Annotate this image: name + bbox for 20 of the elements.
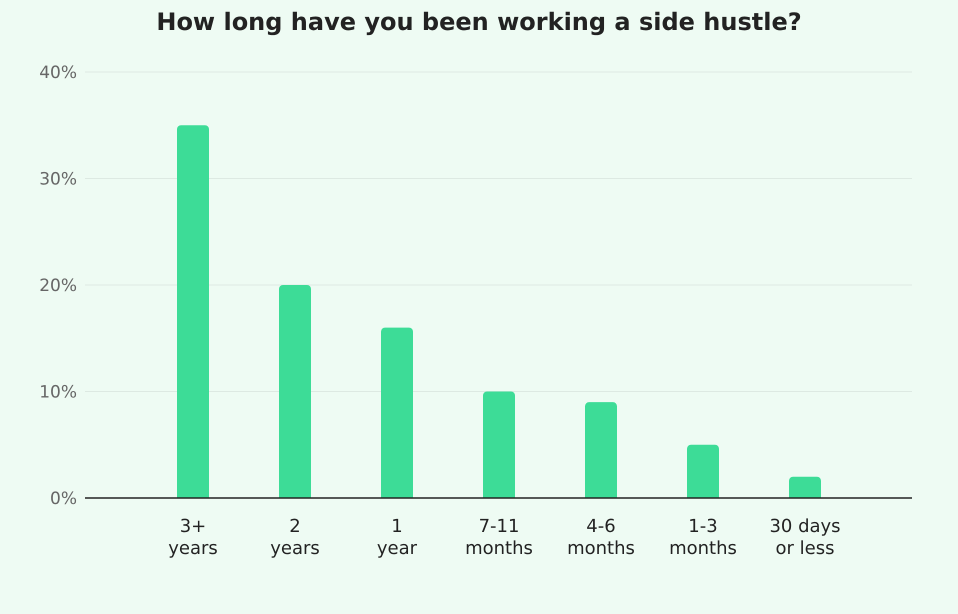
x-tick-label: 2 years [270,516,320,559]
bar [687,444,719,498]
y-tick-label: 0% [50,489,77,510]
y-tick-label: 20% [39,276,77,296]
chart-title: How long have you been working a side hustle? [155,8,803,36]
x-tick-label: 1-3 months [669,516,737,559]
bar [381,328,413,498]
x-tick-label: 4-6 months [567,516,635,559]
x-tick-label: 7-11 months [465,516,533,559]
bar [177,125,209,498]
x-tick-label: 30 days or less [769,516,841,559]
bar [789,476,821,498]
y-tick-label: 30% [39,170,77,190]
x-tick-label: 1 year [376,516,418,559]
bar [585,402,617,498]
y-tick-label: 40% [39,63,77,84]
bar [279,285,311,498]
x-tick-label: 3+ years [168,516,218,559]
bar [483,392,515,498]
y-tick-label: 10% [39,382,77,403]
